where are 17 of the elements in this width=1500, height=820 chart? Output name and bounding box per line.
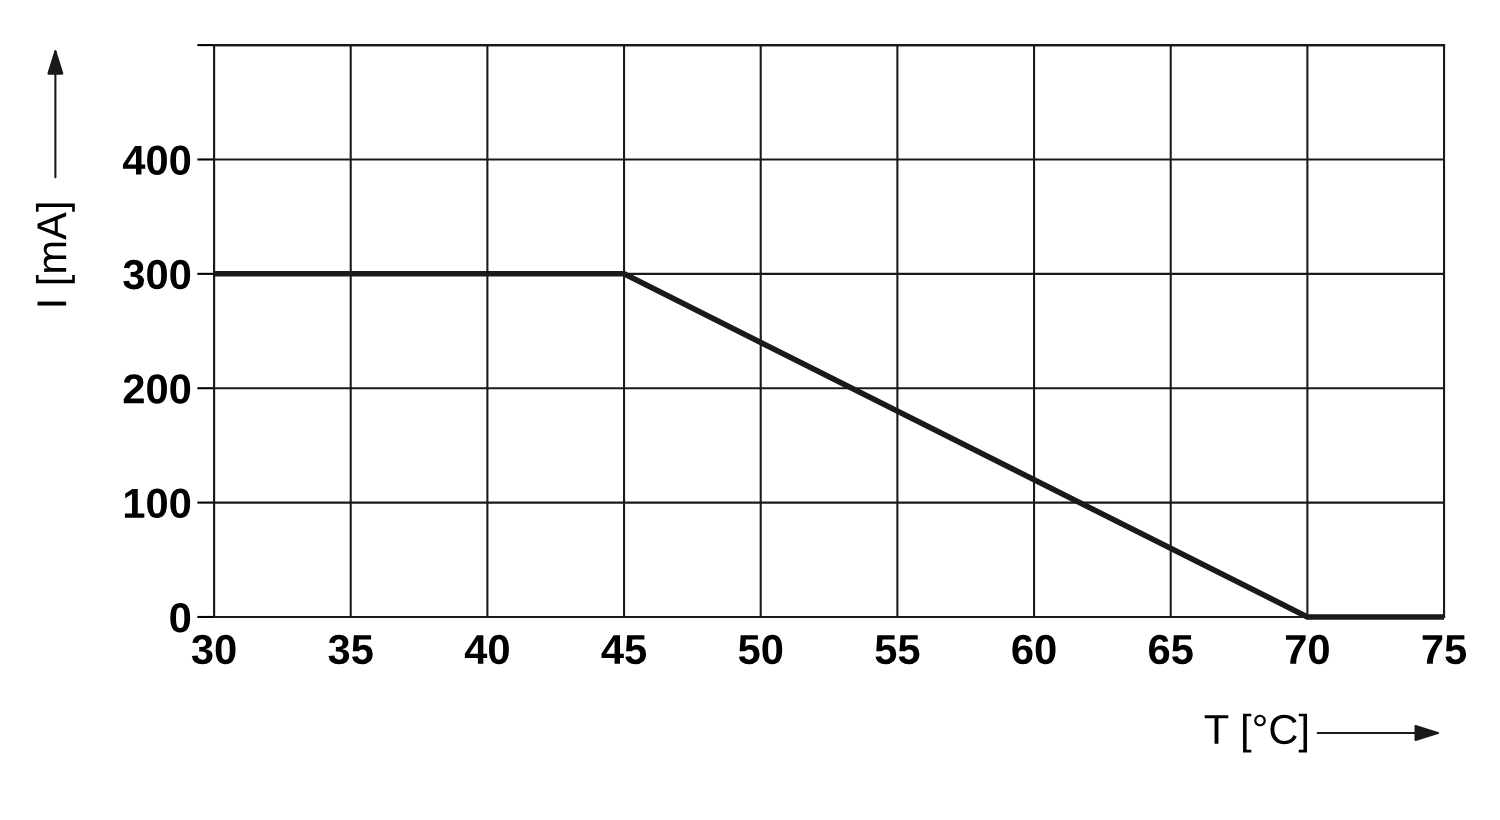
x-tick-label: 35: [328, 634, 373, 665]
y-tick-label: 0: [170, 602, 191, 633]
y-axis-title: I [mA]: [35, 203, 75, 306]
x-tick-label: 70: [1286, 634, 1329, 665]
y-tick-label: 200: [123, 374, 191, 404]
y-tick-label: 100: [124, 488, 191, 519]
x-tick-label: 65: [1149, 634, 1193, 665]
y-tick-label: 400: [122, 145, 191, 175]
x-tick-label: 55: [875, 635, 920, 665]
x-tick-label: 75: [1422, 635, 1467, 665]
x-tick-label: 40: [464, 634, 509, 665]
x-tick-label: 30: [191, 634, 236, 665]
x-tick-label: 60: [1012, 634, 1056, 665]
x-tick-label: 45: [601, 635, 647, 665]
y-tick-label: 300: [123, 259, 191, 290]
x-tick-label: 50: [738, 634, 783, 665]
x-axis-title: T [°C]: [1204, 713, 1308, 753]
